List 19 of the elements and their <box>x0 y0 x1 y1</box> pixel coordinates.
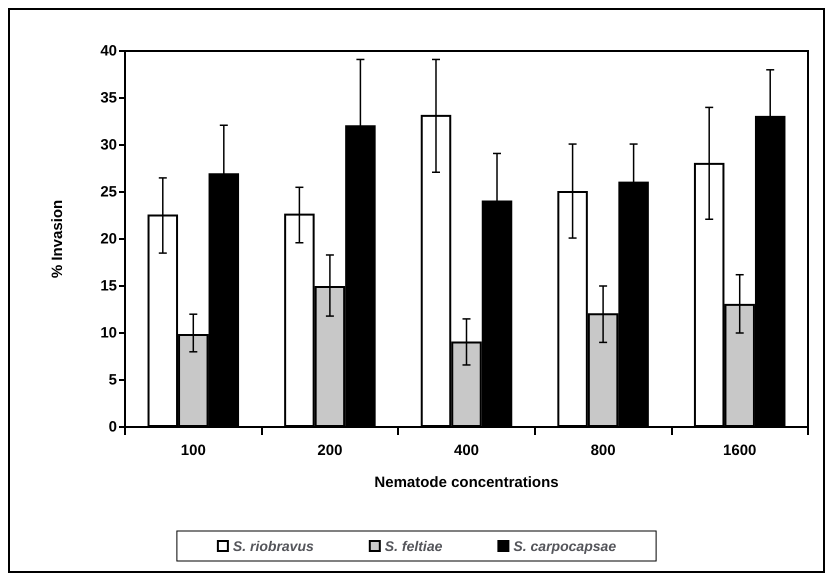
x-tick-label: 100 <box>180 442 206 459</box>
x-tick-label: 800 <box>590 442 616 459</box>
y-tick-label: 0 <box>108 418 117 436</box>
y-axis-title: % Invasion <box>49 200 66 278</box>
x-tick-label: 1600 <box>723 442 756 459</box>
x-tick-label: 400 <box>454 442 480 459</box>
y-tick-label: 25 <box>100 184 117 200</box>
y-tick-label: 20 <box>100 230 117 248</box>
y-tick-label: 15 <box>100 278 117 294</box>
legend-label: S. riobravus <box>232 538 314 554</box>
legend-label: S. carpocapsae <box>513 538 616 554</box>
x-axis-title: Nematode concentrations <box>374 474 559 491</box>
y-tick-label: 10 <box>100 324 117 342</box>
y-tick-label: 40 <box>100 42 117 60</box>
legend-label: S. feltiae <box>384 538 443 554</box>
y-tick-label: 35 <box>100 90 117 106</box>
y-tick-label: 30 <box>100 136 117 154</box>
y-tick-label: 5 <box>108 372 117 388</box>
x-tick-label: 200 <box>317 442 342 459</box>
